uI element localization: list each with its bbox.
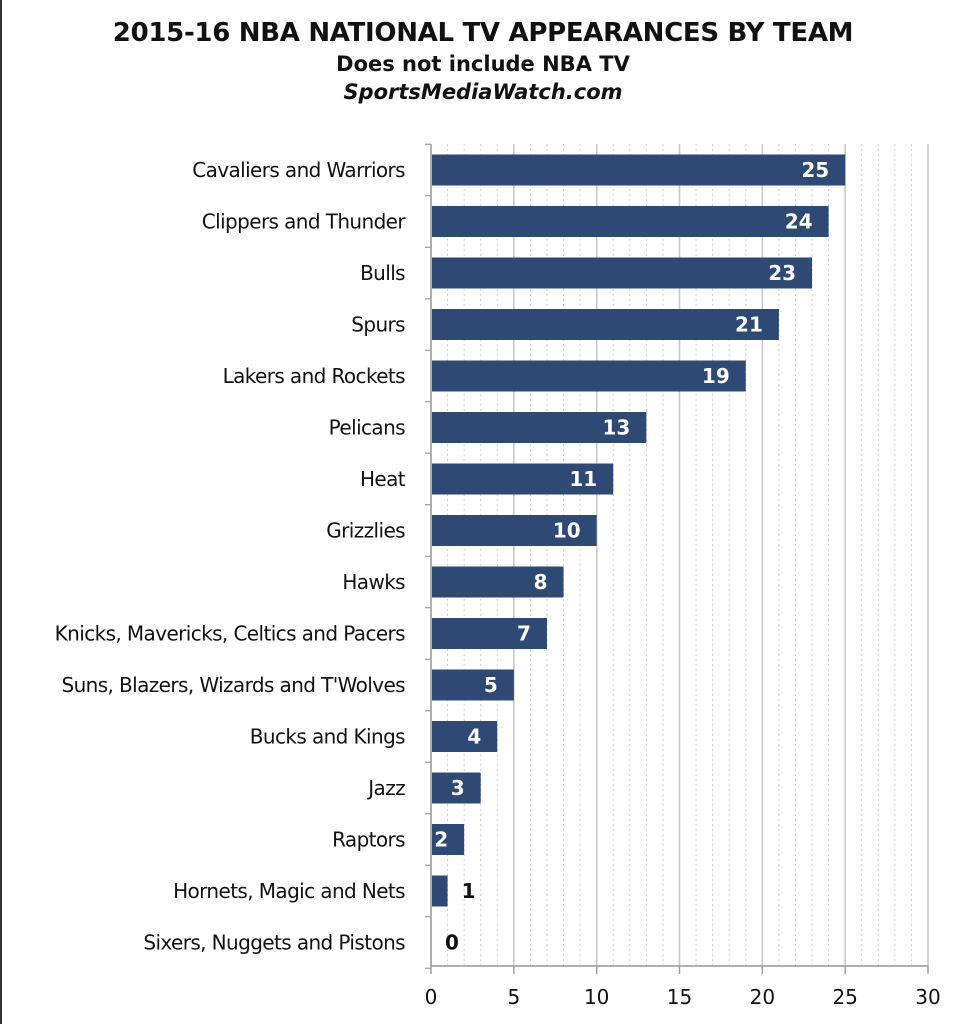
category-label: Bulls bbox=[360, 261, 405, 285]
category-label: Spurs bbox=[351, 313, 405, 337]
category-label: Raptors bbox=[332, 828, 405, 852]
category-label: Bucks and Kings bbox=[250, 725, 405, 749]
category-label: Cavaliers and Warriors bbox=[192, 158, 405, 182]
bar bbox=[432, 824, 465, 855]
x-tick-label: 10 bbox=[584, 985, 609, 1009]
data-label: 5 bbox=[484, 673, 498, 697]
data-label: 21 bbox=[735, 313, 763, 337]
category-label: Heat bbox=[360, 467, 406, 491]
category-label: Knicks, Mavericks, Celtics and Pacers bbox=[55, 622, 406, 646]
data-label: 19 bbox=[702, 364, 730, 388]
data-label: 11 bbox=[569, 467, 597, 491]
chart-header: 2015-16 NBA NATIONAL TV APPEARANCES BY T… bbox=[0, 16, 959, 106]
category-label: Pelicans bbox=[329, 416, 405, 440]
category-label: Hornets, Magic and Nets bbox=[173, 879, 405, 903]
data-label: 13 bbox=[603, 416, 631, 440]
data-label: 4 bbox=[467, 725, 481, 749]
category-label: Clippers and Thunder bbox=[202, 210, 407, 234]
data-label: 8 bbox=[534, 570, 548, 594]
x-tick-label: 25 bbox=[832, 985, 857, 1009]
category-label: Lakers and Rockets bbox=[223, 364, 406, 388]
bar bbox=[432, 257, 813, 289]
data-label: 10 bbox=[553, 519, 581, 543]
x-tick-label: 5 bbox=[507, 985, 520, 1009]
chart-title: 2015-16 NBA NATIONAL TV APPEARANCES BY T… bbox=[112, 18, 854, 48]
bar bbox=[432, 463, 614, 495]
category-label: Jazz bbox=[366, 776, 405, 800]
bar bbox=[432, 515, 597, 546]
x-tick-label: 15 bbox=[667, 985, 692, 1009]
data-label: 0 bbox=[445, 931, 459, 955]
bar bbox=[432, 669, 514, 701]
category-label: Grizzlies bbox=[326, 519, 405, 543]
data-label: 2 bbox=[434, 828, 448, 852]
bar bbox=[432, 721, 498, 752]
data-label: 25 bbox=[801, 158, 829, 182]
bars bbox=[432, 154, 846, 907]
category-label: Sixers, Nuggets and Pistons bbox=[143, 931, 405, 955]
bar bbox=[432, 618, 547, 649]
data-label: 23 bbox=[768, 261, 796, 285]
category-label: Suns, Blazers, Wizards and T'Wolves bbox=[61, 673, 405, 697]
bar bbox=[432, 154, 846, 186]
bar bbox=[432, 566, 564, 598]
chart-source: SportsMediaWatch.com bbox=[343, 80, 623, 104]
chart-subtitle: Does not include NBA TV bbox=[336, 52, 630, 76]
x-tick-label: 20 bbox=[750, 985, 775, 1009]
data-label: 1 bbox=[462, 879, 476, 903]
data-label: 7 bbox=[517, 622, 531, 646]
bar bbox=[432, 772, 481, 804]
data-label: 3 bbox=[451, 776, 465, 800]
bar bbox=[432, 360, 746, 392]
axes: 0 5 10 15 20 25 30 bbox=[425, 143, 941, 1009]
bar bbox=[432, 875, 448, 907]
bar bbox=[432, 412, 647, 443]
category-label: Hawks bbox=[342, 570, 405, 594]
x-tick-label: 0 bbox=[425, 985, 438, 1009]
bar bbox=[432, 206, 829, 237]
bar bbox=[432, 309, 779, 340]
x-tick-label: 30 bbox=[915, 985, 940, 1009]
data-label: 24 bbox=[785, 210, 813, 234]
